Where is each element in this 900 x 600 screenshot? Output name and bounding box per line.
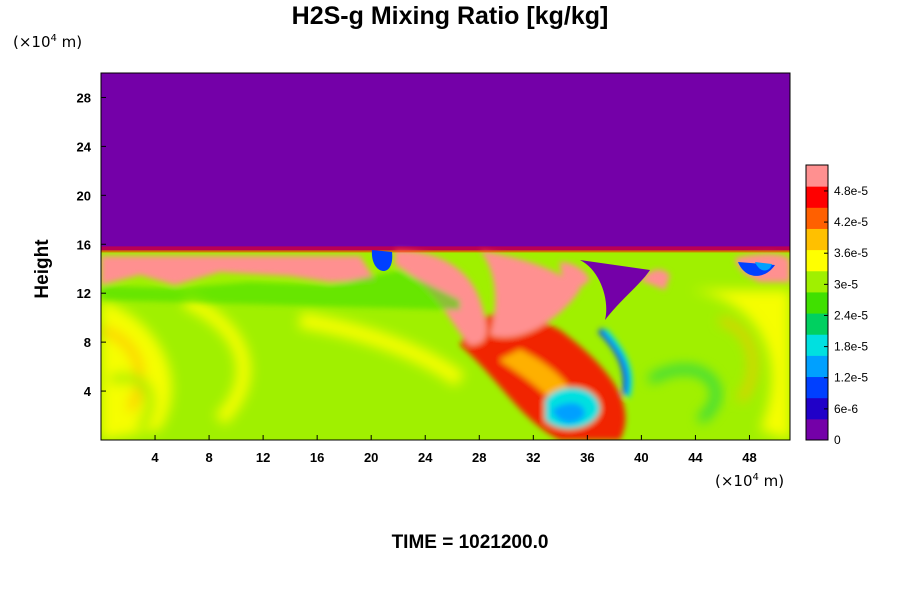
colorbar-tick-label: 1.2e-5 xyxy=(834,371,868,385)
plume-patch xyxy=(640,269,670,290)
x-axis: 4 8 12 16 20 24 28 32 36 40 44 48 xyxy=(151,435,757,465)
intrusion xyxy=(755,262,772,271)
colorbar-swatch xyxy=(806,270,828,293)
y-tick-label: 28 xyxy=(77,90,91,105)
colorbar-tick-label: 3e-5 xyxy=(834,277,858,291)
colorbar-tick-label: 2.4e-5 xyxy=(834,308,868,322)
colorbar-swatch xyxy=(806,355,828,378)
x-tick-label: 36 xyxy=(580,450,594,465)
time-label: TIME = 1021200.0 xyxy=(391,532,549,553)
colorbar-swatch xyxy=(806,207,828,229)
colorbar-swatch xyxy=(806,376,828,399)
y-axis-unit: (×104 m) xyxy=(13,33,83,51)
plume-patch xyxy=(500,350,577,430)
colorbar-swatch xyxy=(806,418,828,441)
y-axis: 4 8 12 16 20 24 28 xyxy=(77,90,106,399)
x-tick-label: 44 xyxy=(688,450,703,465)
colorbar-swatch xyxy=(806,397,828,420)
colorbar-tick-label: 6e-6 xyxy=(834,402,858,416)
x-tick-label: 24 xyxy=(418,450,433,465)
colorbar-swatch xyxy=(806,228,828,251)
y-tick-label: 20 xyxy=(77,188,91,203)
colorbar-swatch xyxy=(806,291,828,314)
x-tick-label: 4 xyxy=(151,450,159,465)
intrusion xyxy=(580,260,650,320)
y-tick-label: 8 xyxy=(84,335,91,350)
plume-patch xyxy=(101,270,460,310)
intrusion xyxy=(371,250,393,271)
swirl-patch xyxy=(690,290,790,440)
colorbar-swatch xyxy=(806,165,828,187)
plume-patch xyxy=(552,403,585,424)
colorbar-tick-label: 4.8e-5 xyxy=(834,184,868,198)
upper-region xyxy=(101,73,790,253)
plume-patch xyxy=(101,256,375,285)
plume-patch xyxy=(560,262,590,292)
colorbar-tick-label: 4.2e-5 xyxy=(834,215,868,229)
chart-title: H2S-g Mixing Ratio [kg/kg] xyxy=(291,2,609,30)
swirl-patch xyxy=(719,317,756,403)
x-tick-label: 28 xyxy=(472,450,486,465)
y-tick-label: 16 xyxy=(77,237,91,252)
swirl-patch xyxy=(181,293,251,425)
plume-patch xyxy=(597,327,630,396)
plume-patch xyxy=(603,328,633,398)
swirl-patch xyxy=(648,365,720,423)
swirl-layer xyxy=(101,290,790,440)
x-tick-label: 8 xyxy=(205,450,212,465)
colorbar-swatch xyxy=(806,186,828,208)
colorbar-tick-label: 3.6e-5 xyxy=(834,246,868,260)
swirl-patch xyxy=(101,326,144,413)
colorbar-frame xyxy=(805,164,829,441)
x-tick-label: 12 xyxy=(256,450,270,465)
colorbar-swatch xyxy=(806,334,828,356)
colorbar-tick-label: 1.8e-5 xyxy=(834,340,868,354)
plot-frame xyxy=(100,72,791,441)
plume-patch xyxy=(480,250,580,338)
x-tick-label: 20 xyxy=(364,450,378,465)
colorbar-tick-label: 0 xyxy=(834,433,841,447)
x-tick-label: 32 xyxy=(526,450,540,465)
x-tick-label: 40 xyxy=(634,450,648,465)
y-tick-label: 4 xyxy=(84,384,92,399)
interface-band xyxy=(101,246,790,253)
colorbar: 0 6e-6 1.2e-5 1.8e-5 2.4e-5 3e-5 3.6e-5 4.2e-5 4… xyxy=(805,164,868,447)
heatmap-plot-area xyxy=(101,73,790,440)
swirl-patch xyxy=(108,373,155,433)
y-tick-label: 24 xyxy=(77,139,92,154)
x-tick-label: 48 xyxy=(742,450,756,465)
colorbar-swatch xyxy=(806,313,828,335)
colorbar-swatch xyxy=(806,249,828,272)
x-axis-unit: (×104 m) xyxy=(715,472,785,490)
y-tick-label: 12 xyxy=(77,286,91,301)
plume-layer xyxy=(101,250,790,440)
swirl-patch xyxy=(298,312,465,387)
x-tick-label: 16 xyxy=(310,450,324,465)
